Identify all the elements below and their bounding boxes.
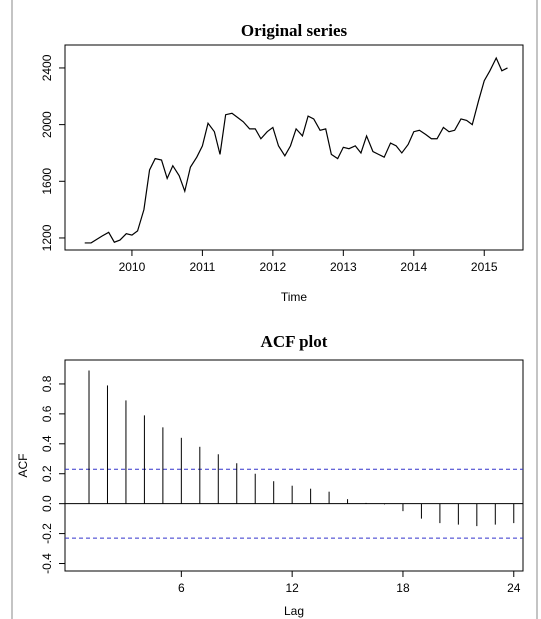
y-tick-label: 1200 bbox=[40, 224, 54, 251]
plot-frame bbox=[64, 359, 524, 572]
y-tick-label: 1600 bbox=[40, 168, 54, 195]
y-tick-label: -0.4 bbox=[40, 553, 54, 574]
plot-frame bbox=[64, 44, 524, 251]
x-tick-label: 18 bbox=[396, 581, 410, 595]
x-axis-label: Time bbox=[281, 290, 308, 304]
x-tick-label: 2013 bbox=[330, 260, 357, 274]
y-axis-label: ACF bbox=[16, 454, 30, 478]
x-tick-label: 12 bbox=[285, 581, 299, 595]
x-tick-label: 2010 bbox=[119, 260, 146, 274]
chart-title: ACF plot bbox=[261, 332, 328, 351]
x-tick-label: 2015 bbox=[471, 260, 498, 274]
y-tick-label: 0.2 bbox=[40, 465, 54, 482]
chart-title: Original series bbox=[241, 21, 348, 40]
y-tick-label: 0.4 bbox=[40, 435, 54, 452]
y-tick-label: 0.0 bbox=[40, 495, 54, 512]
x-tick-label: 2014 bbox=[400, 260, 427, 274]
y-tick-label: -0.2 bbox=[40, 523, 54, 544]
y-tick-label: 2000 bbox=[40, 111, 54, 138]
x-tick-label: 2012 bbox=[260, 260, 287, 274]
x-axis-label: Lag bbox=[284, 604, 304, 618]
x-tick-label: 6 bbox=[178, 581, 185, 595]
x-tick-label: 2011 bbox=[189, 260, 215, 274]
y-tick-label: 0.8 bbox=[40, 375, 54, 392]
y-tick-label: 2400 bbox=[40, 54, 54, 81]
series-line bbox=[84, 56, 508, 244]
y-tick-label: 0.6 bbox=[40, 405, 54, 422]
x-tick-label: 24 bbox=[507, 581, 521, 595]
